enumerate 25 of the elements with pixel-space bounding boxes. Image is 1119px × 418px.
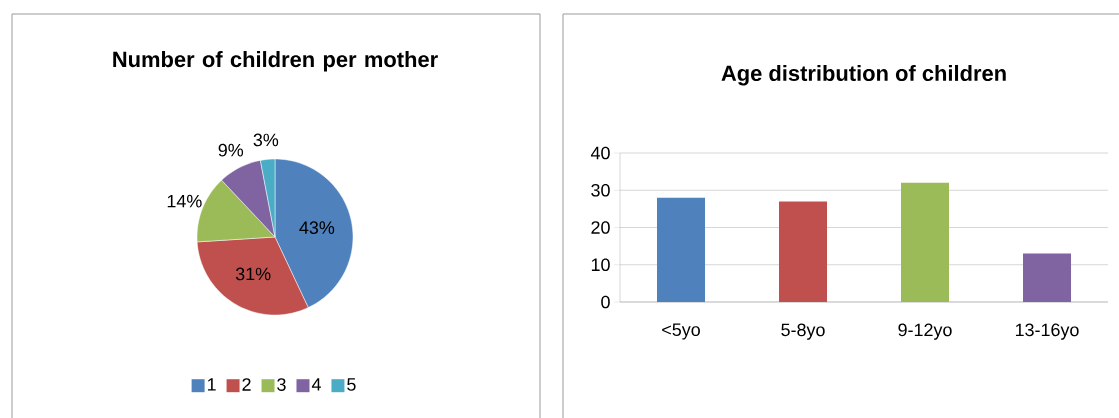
bar	[779, 201, 828, 302]
y-tick-label: 20	[591, 221, 610, 234]
bar	[901, 182, 950, 302]
x-tick-label: 5-8yo	[781, 323, 825, 340]
chart-title: Number of children per mother	[113, 51, 438, 72]
data-label: 31%	[235, 267, 271, 281]
bar	[1023, 253, 1072, 302]
legend-label: 5	[347, 378, 356, 391]
chart-title: Age distribution of children	[721, 64, 1006, 86]
x-tick-label: 9-12yo	[898, 323, 952, 340]
y-tick-label: 0	[601, 295, 610, 309]
legend-label: 1	[207, 378, 216, 391]
data-label: 43%	[299, 221, 335, 234]
y-tick-label: 10	[591, 258, 610, 272]
x-tick-label: <5yo	[662, 323, 700, 340]
bar	[657, 197, 706, 302]
legend-label: 4	[311, 378, 321, 391]
y-tick-label: 40	[590, 146, 610, 160]
legend-label: 2	[242, 378, 251, 391]
y-tick-label: 30	[591, 183, 610, 197]
data-label: 14%	[167, 194, 202, 208]
x-tick-label: 13-16yo	[1015, 323, 1079, 340]
legend-label: 3	[277, 378, 286, 391]
data-label: 9%	[218, 143, 244, 157]
data-label: 3%	[253, 133, 279, 147]
